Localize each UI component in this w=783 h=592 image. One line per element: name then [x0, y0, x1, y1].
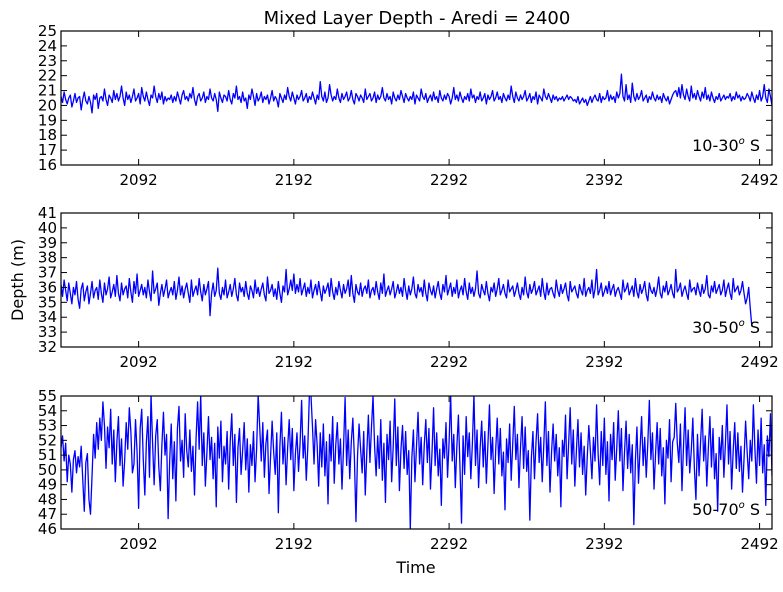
- series-line-panel-3: [61, 396, 772, 529]
- x-tick-label: 2492: [740, 353, 778, 371]
- x-tick-label: 2492: [740, 171, 778, 189]
- y-tick-label: 20: [38, 96, 57, 114]
- series-line-panel-2: [61, 267, 753, 327]
- region-annotation: 30-50o S: [692, 318, 760, 337]
- y-tick-label: 48: [38, 490, 57, 508]
- y-tick-label: 19: [38, 111, 57, 129]
- x-tick-label: 2292: [430, 535, 468, 553]
- y-tick-label: 32: [38, 338, 57, 356]
- x-tick-label: 2392: [585, 353, 623, 371]
- x-tick-label: 2192: [275, 171, 313, 189]
- y-tick-label: 51: [38, 446, 57, 464]
- y-tick-label: 18: [38, 126, 57, 144]
- y-tick-label: 16: [38, 156, 57, 174]
- y-tick-label: 24: [38, 37, 57, 55]
- x-tick-label: 2092: [120, 535, 158, 553]
- plot-frame-panel-1: [60, 30, 773, 166]
- y-tick-label: 52: [38, 431, 57, 449]
- y-tick-label: 46: [38, 520, 57, 538]
- y-tick-label: 35: [38, 293, 57, 311]
- x-tick-label: 2392: [585, 535, 623, 553]
- region-annotation: 10-30o S: [692, 136, 760, 155]
- x-tick-label: 2192: [275, 353, 313, 371]
- x-tick-label: 2292: [430, 171, 468, 189]
- plot-frame-panel-2: [60, 212, 773, 348]
- y-tick-label: 21: [38, 82, 57, 100]
- y-tick-label: 37: [38, 264, 57, 282]
- y-tick-label: 25: [38, 22, 57, 40]
- chart-title: Mixed Layer Depth - Aredi = 2400: [264, 8, 571, 29]
- x-axis-label: Time: [395, 558, 435, 577]
- y-tick-label: 55: [38, 387, 57, 405]
- y-tick-label: 39: [38, 234, 57, 252]
- y-tick-label: 41: [38, 204, 57, 222]
- y-tick-label: 17: [38, 141, 57, 159]
- x-tick-label: 2292: [430, 353, 468, 371]
- y-tick-label: 23: [38, 52, 57, 70]
- y-tick-label: 53: [38, 417, 57, 435]
- y-tick-label: 40: [38, 219, 57, 237]
- x-tick-label: 2392: [585, 171, 623, 189]
- y-tick-label: 34: [38, 308, 57, 326]
- y-tick-label: 36: [38, 278, 57, 296]
- x-tick-label: 2092: [120, 353, 158, 371]
- y-tick-label: 50: [38, 461, 57, 479]
- series-line-panel-1: [61, 73, 772, 114]
- y-axis-label: Depth (m): [8, 239, 27, 321]
- x-tick-label: 2192: [275, 535, 313, 553]
- x-tick-label: 2092: [120, 171, 158, 189]
- y-tick-label: 49: [38, 476, 57, 494]
- y-tick-label: 47: [38, 505, 57, 523]
- y-tick-label: 22: [38, 67, 57, 85]
- x-tick-label: 2492: [740, 535, 778, 553]
- y-tick-label: 38: [38, 249, 57, 267]
- plot-frame-panel-3: [60, 395, 773, 530]
- y-tick-label: 33: [38, 323, 57, 341]
- region-annotation: 50-70o S: [692, 500, 760, 519]
- y-tick-label: 54: [38, 402, 57, 420]
